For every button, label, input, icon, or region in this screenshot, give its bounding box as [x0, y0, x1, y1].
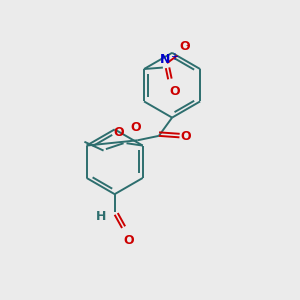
Text: H: H — [96, 210, 106, 223]
Text: O: O — [179, 40, 190, 53]
Text: O: O — [131, 121, 142, 134]
Text: O: O — [169, 85, 180, 98]
Text: O: O — [123, 234, 134, 247]
Text: +: + — [170, 52, 178, 62]
Text: -: - — [185, 40, 189, 50]
Text: O: O — [181, 130, 191, 143]
Text: O: O — [113, 126, 124, 139]
Text: N: N — [160, 53, 170, 66]
